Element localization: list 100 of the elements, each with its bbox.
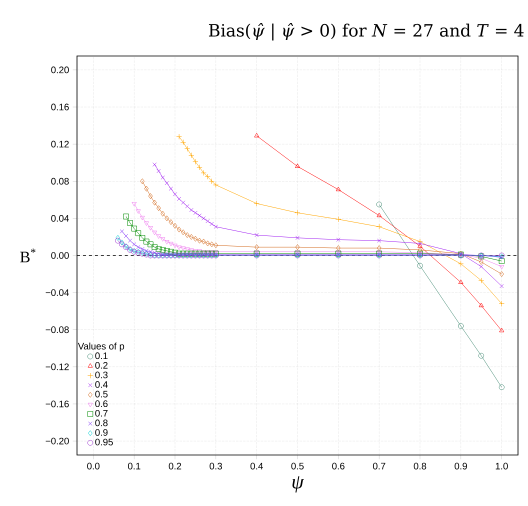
point [188,152,194,158]
point [192,249,198,254]
legend-label: 0.2 [95,362,108,369]
point [128,238,132,243]
x-tick-label: 1.0 [496,462,508,470]
point [176,226,182,232]
point [336,238,340,242]
point [148,226,154,230]
point [192,158,198,165]
x-tick-label: 0.9 [454,462,467,470]
point [376,212,382,218]
point [164,248,170,254]
point [295,236,300,240]
point [176,134,182,140]
point [206,219,210,224]
point [185,204,190,208]
point [160,175,165,180]
point [144,238,150,244]
point [212,182,219,188]
point [499,328,504,332]
y-tick-label: −0.08 [46,326,69,334]
y-tick-label: −0.04 [46,289,69,296]
point [152,230,158,236]
point [164,181,169,186]
y-axis-title: B$^{*}$ [20,248,36,262]
point [294,210,300,216]
x-axis-title: ψ [292,476,304,493]
point [164,216,170,222]
point [164,240,170,244]
point [123,214,129,220]
point [336,186,341,192]
point [140,216,145,220]
point [205,240,210,246]
legend-label: 0.5 [95,390,108,398]
point [152,200,157,206]
legend-label: 0.95 [95,438,113,446]
point [499,271,504,277]
point [254,232,259,238]
point [140,178,145,184]
point [189,234,194,240]
point [172,222,178,229]
point [295,164,300,168]
point [500,284,504,288]
point [479,259,484,265]
point [156,205,161,212]
point [499,265,504,270]
point [458,280,464,284]
point [210,222,214,226]
point [132,242,136,246]
point [144,186,149,192]
point [336,245,341,251]
point [156,246,162,252]
point [148,242,154,248]
x-tick-label: 0.5 [291,462,304,470]
point [132,202,137,206]
point [168,242,174,246]
point [335,216,342,222]
point [214,242,218,248]
point [478,352,484,359]
legend-label: 0.4 [95,381,108,388]
point [140,246,144,252]
y-tick-label: 0.12 [51,140,69,148]
point [152,244,158,250]
point [498,384,505,390]
point [136,209,141,214]
y-tick-label: 0.08 [51,178,69,185]
point [116,235,120,241]
x-tick-label: 0.3 [210,462,222,470]
point [185,232,190,238]
point [210,242,214,248]
point [196,164,202,170]
point [144,221,149,226]
point [376,245,382,251]
point [498,300,505,307]
point [193,210,198,215]
point [180,139,186,146]
point [478,302,484,308]
x-tick-label: 0.4 [250,462,263,470]
point [254,132,260,138]
point [156,234,162,239]
y-tick-label: 0.04 [51,215,69,222]
point [295,244,300,250]
point [152,162,157,167]
x-tick-label: 0.0 [87,462,100,470]
x-tick-label: 0.2 [168,462,182,470]
point [172,244,178,248]
point [127,220,133,226]
point [254,200,260,206]
point [144,248,149,253]
point [135,230,142,236]
point [478,256,484,262]
y-tick-label: −0.16 [46,400,69,408]
legend-label: 0.7 [95,410,108,417]
point [417,262,423,269]
point [156,252,161,256]
point [156,168,161,174]
chart-title: Bias(ψ̂ | ψ̂ > 0) for N = 27 and T = 4 [208,22,524,40]
x-tick-label: 0.7 [372,462,386,470]
point [376,202,382,208]
point [214,224,218,229]
